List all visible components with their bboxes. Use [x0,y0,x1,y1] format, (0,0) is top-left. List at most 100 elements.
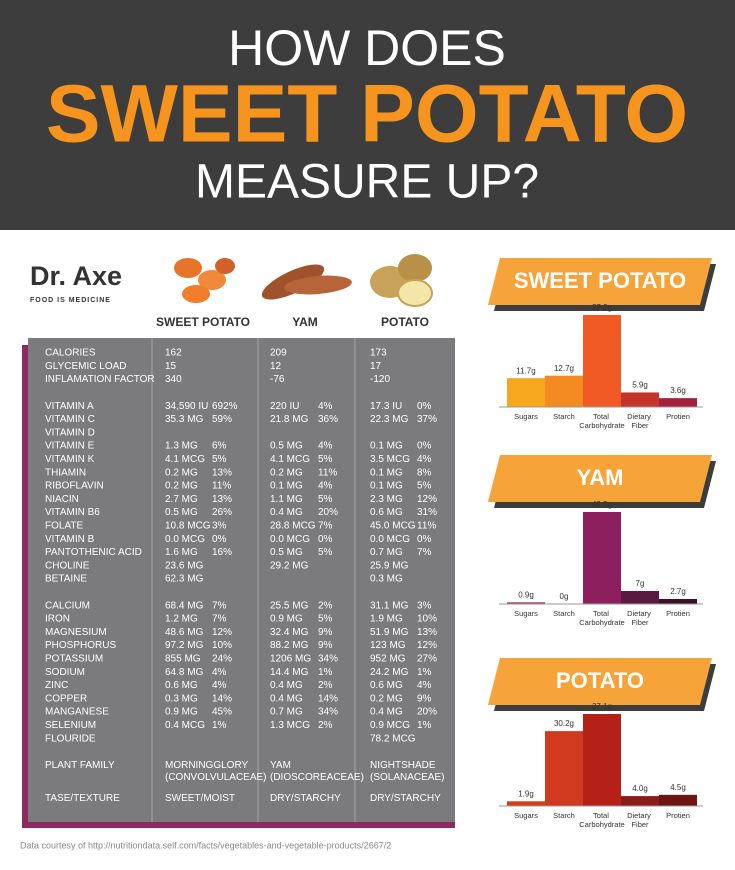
cell-value: (CONVOLVULACEAE) [165,772,267,783]
value-label: 30.2g [554,719,574,728]
bar [583,714,621,806]
cell-value: 0.7 MG [370,547,403,558]
cell-value: 27% [417,654,437,665]
category-label: Starch [553,412,575,421]
bar [507,801,545,806]
category-label: Protien [666,811,690,820]
cell-value: 22.3 MG [370,414,409,425]
cell-value: 0.5 MG [165,507,198,518]
cell-value: 5% [318,614,333,625]
cell-value: 340 [165,374,182,385]
row-label: VITAMIN D [45,427,95,438]
category-label: Dietary Fiber [627,811,653,829]
cell-value: 11% [318,467,337,478]
value-label: 5.9g [632,381,648,390]
cell-value: 1.3 MCG [270,720,310,731]
row-label: POTASSIUM [45,654,103,665]
cell-value: 0% [417,534,432,545]
cell-value: 952 MG [370,654,406,665]
cell-value: 11% [417,521,436,532]
cell-value: 20% [318,507,338,518]
cell-value: 0.2 MG [270,467,303,478]
table-box [28,338,455,822]
cell-value: 15 [165,361,177,372]
yam [284,275,352,295]
bar [583,315,621,407]
value-label: 2.7g [670,587,686,596]
cell-value: 123 MG [370,640,406,651]
value-label: 0g [560,592,569,601]
banner [488,455,712,502]
cell-value: 1.9 MG [370,614,403,625]
row-label: CHOLINE [45,560,90,571]
row-label: VITAMIN A [45,401,94,412]
cell-value: 855 MG [165,654,201,665]
cell-value: 16% [212,547,232,558]
row-label: VITAMIN B [45,534,95,545]
row-label: RIBOFLAVIN [45,481,104,492]
cell-value: 14.4 MG [270,667,309,678]
cell-value: SWEET/MOIST [165,793,235,804]
cell-value: 0.9 MG [165,707,198,718]
cell-value: 220 IU [270,401,299,412]
cell-value: 5% [318,454,333,465]
value-label: 37.3g [592,303,612,312]
cell-value: 4% [417,680,432,691]
cell-value: 1.1 MG [270,494,303,505]
title-line-1: HOW DOES [228,20,506,76]
cell-value: (SOLANACEAE) [370,772,444,783]
row-label: BETAINE [45,574,87,585]
cell-value: 13% [417,627,437,638]
cell-value: 0% [417,401,432,412]
cell-value: 17.3 IU [370,401,402,412]
row-label: FOLATE [45,521,83,532]
value-label: 1.9g [518,789,534,798]
cell-value: 0.2 MG [370,693,403,704]
cell-value: 5% [318,494,333,505]
cell-value: 97.2 MG [165,640,204,651]
category-label: Total Carbohydrate [579,609,624,627]
cell-value: 6% [212,441,227,452]
cell-value: 12% [212,627,232,638]
cell-value: 3.5 MCG [370,454,410,465]
cell-value: 2% [318,680,333,691]
category-label: Protien [666,609,690,618]
cell-value: 0.1 MG [270,481,303,492]
cell-value: 13% [212,467,232,478]
chart-title: YAM [577,465,624,490]
cell-value: 0.1 MG [370,441,403,452]
category-label: Total Carbohydrate [579,811,624,829]
cell-value: 2% [318,720,333,731]
cell-value: 0.4 MG [270,507,303,518]
cell-value: 7% [318,521,333,532]
food-illustrations [174,254,433,307]
cell-value: 10% [212,640,232,651]
cell-value: 0.6 MG [370,680,403,691]
row-label: NIACIN [45,494,79,505]
row-label: FLOURIDE [45,733,96,744]
cell-value: 4.1 MCG [270,454,310,465]
value-label: 12.7g [554,364,574,373]
cell-value: 5% [212,454,227,465]
cell-value: 68.4 MG [165,600,204,611]
bar [507,602,545,604]
cell-value: 12 [270,361,282,372]
bar [545,375,583,407]
cell-value: 4% [318,401,333,412]
cell-value: 0% [417,441,432,452]
cell-value: 59% [212,414,232,425]
cell-value: 0.2 MG [165,481,198,492]
cell-value: 3% [417,600,432,611]
cell-value: 4% [417,454,432,465]
cell-value: 9% [318,640,333,651]
cell-value: 35.3 MG [165,414,204,425]
cell-value: 9% [417,693,432,704]
column-header: YAM [292,315,318,329]
cell-value: 3% [212,521,227,532]
category-label: Dietary Fiber [627,412,653,430]
cell-value: 0.0 MCG [165,534,205,545]
cell-value: 692% [212,401,238,412]
bar [621,392,659,407]
value-label: 0.9g [518,590,534,599]
cell-value: NIGHTSHADE [370,760,436,771]
